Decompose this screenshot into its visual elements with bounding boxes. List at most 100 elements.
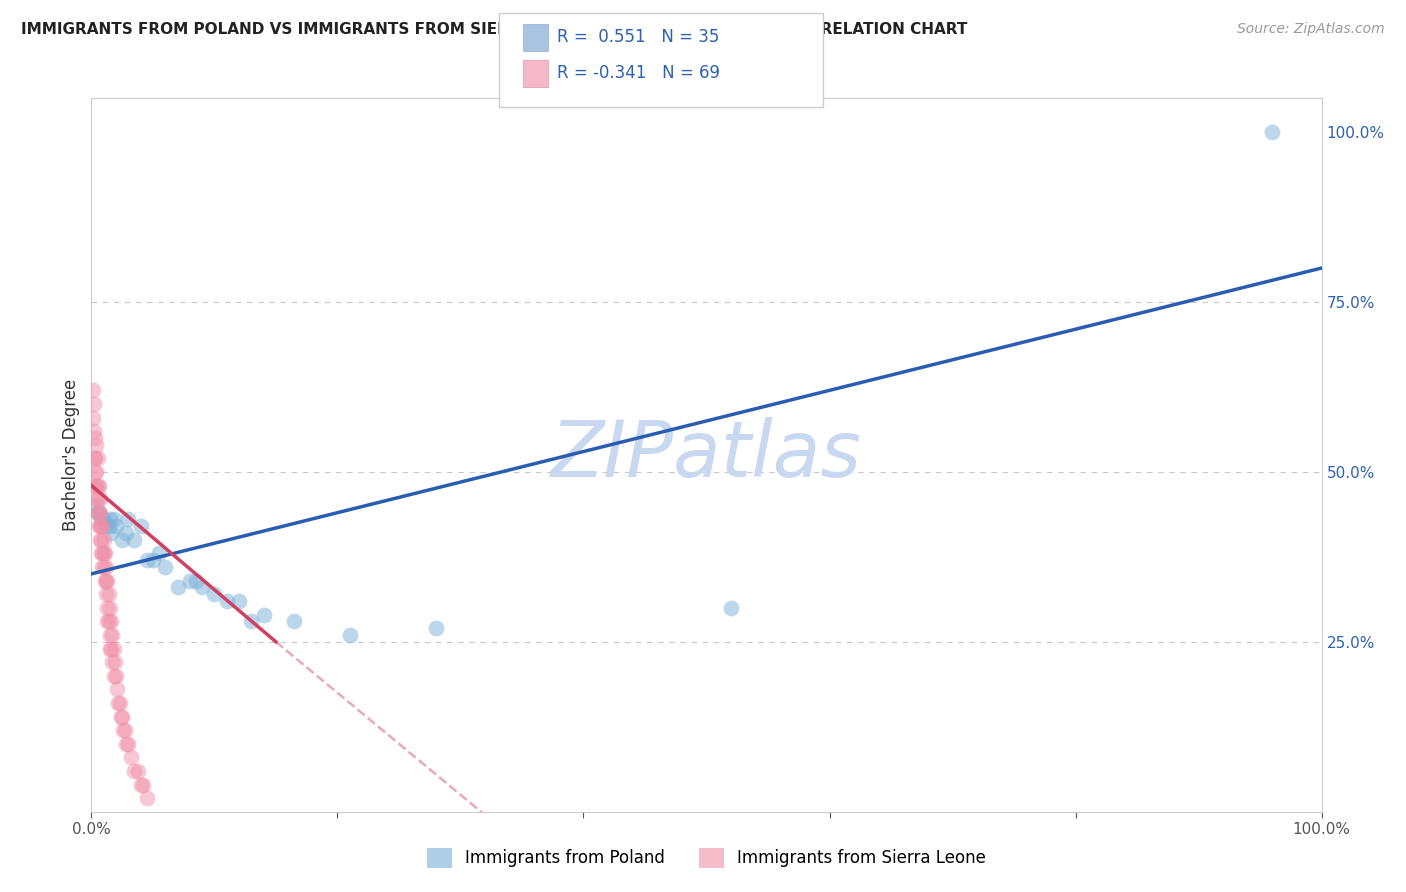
Point — [89, 506, 111, 520]
Point — [89, 533, 111, 547]
Point — [87, 506, 110, 520]
Point — [86, 438, 108, 452]
Point — [94, 546, 117, 560]
Point — [97, 587, 120, 601]
Point — [720, 600, 742, 615]
Point — [135, 553, 157, 567]
Point — [86, 492, 108, 507]
Point — [103, 641, 125, 656]
Point — [96, 519, 117, 533]
Point — [84, 431, 107, 445]
Point — [87, 478, 110, 492]
Text: R = -0.341   N = 69: R = -0.341 N = 69 — [557, 64, 720, 82]
Point — [100, 641, 122, 656]
Point — [124, 533, 146, 547]
Point — [90, 512, 112, 526]
Point — [101, 655, 124, 669]
Point — [103, 512, 125, 526]
Point — [114, 526, 138, 541]
Point — [91, 546, 114, 560]
Point — [339, 628, 361, 642]
Point — [114, 723, 136, 738]
Text: R =  0.551   N = 35: R = 0.551 N = 35 — [557, 29, 718, 46]
Point — [84, 451, 107, 466]
Point — [101, 628, 124, 642]
Text: ZIPatlas: ZIPatlas — [551, 417, 862, 493]
Point — [83, 397, 105, 411]
Point — [111, 533, 134, 547]
Point — [82, 410, 104, 425]
Point — [153, 560, 177, 574]
Y-axis label: Bachelor's Degree: Bachelor's Degree — [62, 379, 80, 531]
Point — [132, 778, 155, 792]
Point — [83, 424, 105, 438]
Point — [93, 560, 115, 574]
Point — [117, 737, 139, 751]
Point — [96, 574, 118, 588]
Point — [111, 709, 134, 723]
Point — [86, 451, 108, 466]
Point — [100, 615, 122, 629]
Point — [103, 669, 125, 683]
Point — [142, 553, 165, 567]
Point — [91, 519, 114, 533]
Point — [110, 709, 132, 723]
Point — [89, 519, 111, 533]
Point — [86, 465, 108, 479]
Point — [90, 546, 112, 560]
Point — [215, 594, 238, 608]
Point — [179, 574, 201, 588]
Point — [96, 600, 118, 615]
Point — [124, 764, 146, 778]
Text: Source: ZipAtlas.com: Source: ZipAtlas.com — [1237, 22, 1385, 37]
Point — [184, 574, 207, 588]
Point — [93, 546, 115, 560]
Point — [120, 750, 142, 764]
Point — [104, 655, 127, 669]
Point — [83, 451, 105, 466]
Point — [91, 560, 114, 574]
Point — [86, 478, 108, 492]
Point — [202, 587, 225, 601]
Point — [114, 737, 138, 751]
Point — [90, 533, 112, 547]
Point — [105, 519, 127, 533]
Point — [135, 791, 157, 805]
Point — [127, 764, 149, 778]
Point — [82, 384, 104, 398]
Point — [91, 512, 114, 526]
Text: IMMIGRANTS FROM POLAND VS IMMIGRANTS FROM SIERRA LEONE BACHELOR'S DEGREE CORRELA: IMMIGRANTS FROM POLAND VS IMMIGRANTS FRO… — [21, 22, 967, 37]
Point — [84, 478, 107, 492]
Point — [96, 615, 118, 629]
Point — [98, 600, 121, 615]
Point — [166, 581, 188, 595]
Point — [105, 682, 128, 697]
Point — [100, 526, 122, 541]
Point — [93, 533, 115, 547]
Point — [97, 615, 120, 629]
Point — [283, 615, 305, 629]
Point — [1261, 125, 1284, 139]
Point — [86, 506, 108, 520]
Point — [96, 574, 117, 588]
Point — [105, 669, 127, 683]
Legend: Immigrants from Poland, Immigrants from Sierra Leone: Immigrants from Poland, Immigrants from … — [420, 841, 993, 875]
Point — [86, 492, 108, 507]
Point — [228, 594, 250, 608]
Point — [98, 641, 121, 656]
Point — [117, 512, 139, 526]
Point — [191, 581, 214, 595]
Point — [129, 519, 152, 533]
Point — [94, 574, 117, 588]
Point — [129, 778, 152, 792]
Point — [86, 499, 108, 513]
Point — [98, 512, 121, 526]
Point — [87, 519, 110, 533]
Point — [112, 723, 135, 738]
Point — [97, 519, 120, 533]
Point — [96, 560, 117, 574]
Point — [148, 546, 170, 560]
Point — [89, 492, 111, 507]
Point — [253, 607, 276, 622]
Point — [86, 478, 108, 492]
